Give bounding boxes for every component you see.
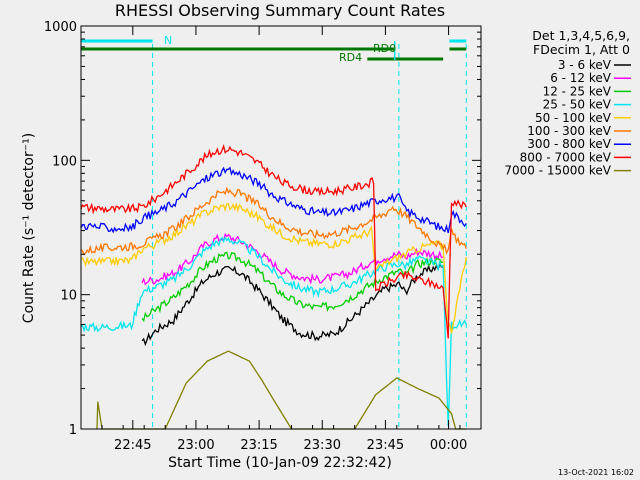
- x-tick-label: 23:15: [240, 438, 277, 453]
- series-line: [80, 144, 467, 339]
- legend-label: 6 - 12 keV: [550, 71, 612, 85]
- legend-label: 3 - 6 keV: [558, 58, 612, 72]
- plot-frame: [80, 25, 482, 430]
- y-tick-label: 10: [60, 289, 77, 304]
- legend-label: 300 - 800 keV: [527, 137, 611, 151]
- saa-markers: [152, 44, 467, 429]
- footer-date: 13-Oct-2021 16:02: [558, 468, 634, 477]
- series-line: [141, 262, 444, 347]
- x-axis-label: Start Time (10-Jan-09 22:32:42): [168, 455, 392, 471]
- x-tick-label: 23:30: [304, 438, 341, 453]
- y-tick-label: 1: [69, 423, 77, 438]
- series-line: [141, 232, 444, 286]
- y-tick-label: 100: [52, 154, 77, 169]
- x-tick-label: 23:45: [367, 438, 404, 453]
- x-tick-label: 23:00: [177, 438, 214, 453]
- legend-label: 100 - 300 keV: [527, 124, 611, 138]
- series-layer: [80, 144, 467, 430]
- legend-label: 800 - 7000 keV: [520, 150, 612, 164]
- legend-header-line-1: Det 1,3,4,5,6,9,: [532, 28, 630, 43]
- legend-label: 12 - 25 keV: [543, 84, 612, 98]
- y-tick-label: 1000: [44, 20, 77, 35]
- series-line: [80, 186, 467, 256]
- x-tick-label: 22:45: [114, 438, 151, 453]
- legend-label: 25 - 50 keV: [543, 98, 612, 112]
- series-line: [80, 166, 467, 234]
- series-line: [141, 251, 444, 322]
- legend-label: 50 - 100 keV: [535, 111, 612, 125]
- x-tick-label: 00:00: [430, 438, 467, 453]
- y-axis: 1 10 100 1000: [44, 20, 481, 438]
- y-axis-label: Count Rate (s⁻¹ detector⁻¹): [21, 133, 37, 323]
- legend: Det 1,3,4,5,6,9, FDecim 1, Att 0 3 - 6 k…: [504, 28, 631, 178]
- series-line: [80, 202, 467, 334]
- legend-label: 7000 - 15000 keV: [504, 164, 611, 178]
- flag-label-night: N: [164, 34, 172, 47]
- series-line: [80, 236, 467, 426]
- legend-header-line-2: FDecim 1, Att 0: [533, 42, 630, 57]
- chart-title: RHESSI Observing Summary Count Rates: [115, 1, 445, 20]
- flag-label-rd4: RD4: [339, 51, 362, 64]
- flag-bars: [81, 39, 467, 61]
- x-axis: 22:45 23:00 23:15 23:30 23:45 00:00: [80, 26, 482, 453]
- flag-label-rd0: RD0: [373, 42, 396, 55]
